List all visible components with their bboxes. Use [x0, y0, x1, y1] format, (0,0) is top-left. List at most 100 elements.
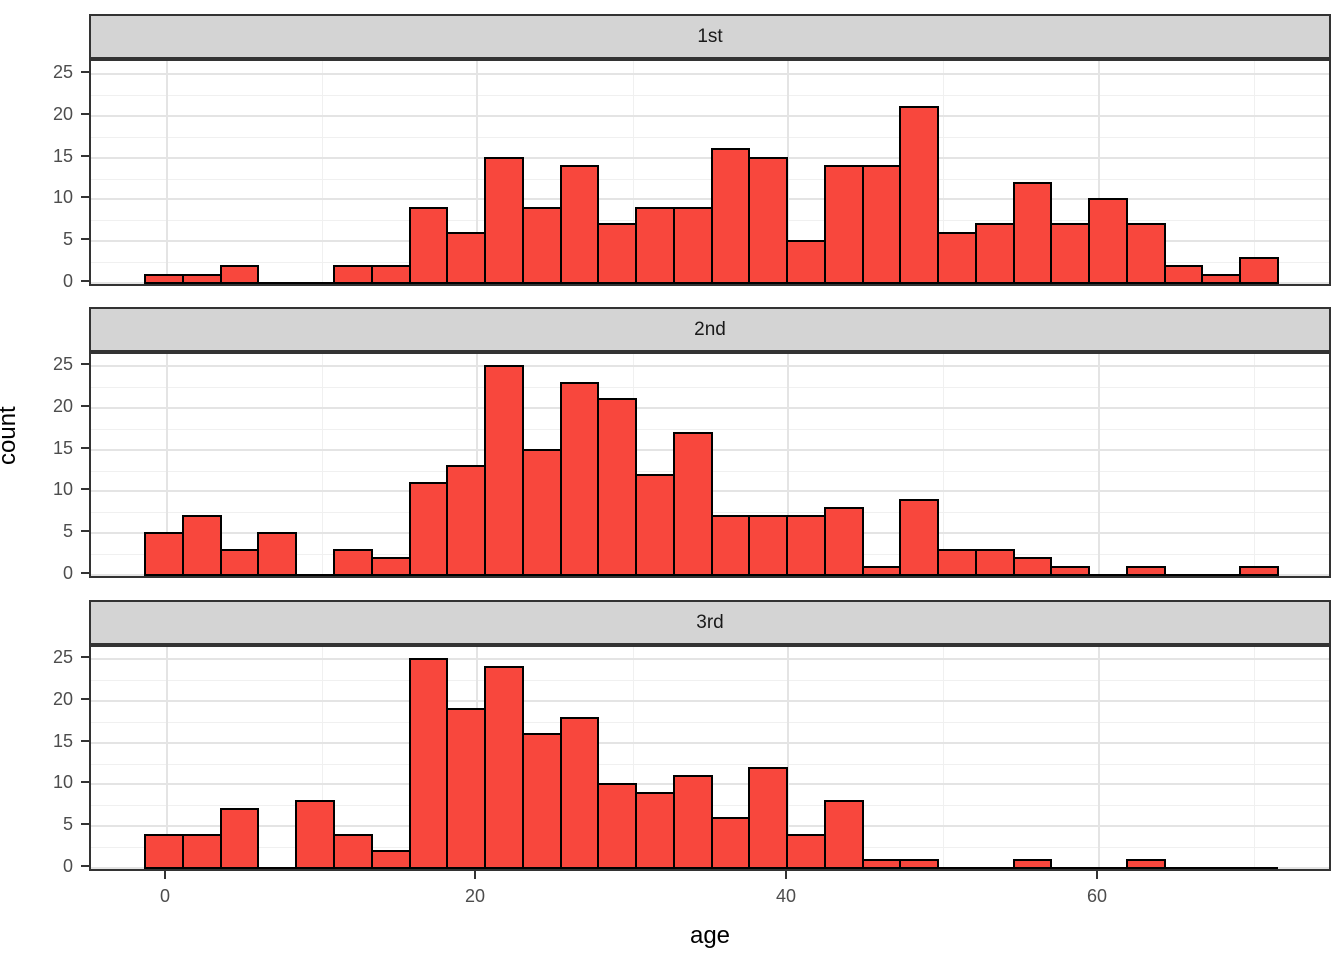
x-axis-tick [1096, 871, 1098, 879]
histogram-bar [446, 708, 486, 869]
y-axis-tick-label: 10 [52, 772, 73, 792]
histogram-bar [899, 106, 939, 284]
histogram-bar [786, 834, 826, 869]
histogram-bar [182, 834, 222, 869]
histogram-bar [484, 365, 524, 576]
histogram-bar [220, 549, 259, 576]
x-axis-title: age [689, 922, 731, 949]
histogram-bar [1126, 223, 1166, 284]
histogram-bar [1013, 182, 1052, 284]
gridline-y-minor [91, 429, 1329, 430]
y-axis-tick-label: 15 [52, 731, 73, 751]
histogram-bar [1050, 566, 1090, 576]
histogram-bar [673, 432, 713, 576]
histogram-bar [333, 834, 373, 869]
x-axis-tick [164, 871, 166, 879]
gridline-x-major [1098, 647, 1100, 869]
gridline-x-major [476, 61, 478, 284]
histogram-bar [635, 474, 675, 576]
y-axis-tick-label: 10 [52, 479, 73, 499]
gridline-y-major [91, 407, 1329, 409]
histogram-bar [597, 398, 637, 576]
histogram-bar [711, 148, 750, 284]
y-axis-tick-label: 25 [52, 354, 73, 374]
gridline-x-minor [943, 647, 944, 869]
gridline-y-major [91, 157, 1329, 159]
y-axis-tick [81, 865, 89, 867]
gridline-x-major [787, 647, 789, 869]
histogram-bar [182, 515, 222, 576]
histogram-bar [1201, 274, 1241, 284]
histogram-bar [220, 808, 259, 869]
x-axis-tick-label: 60 [1086, 886, 1108, 906]
facet-strip-label: 1st [697, 25, 723, 47]
histogram-bar [560, 382, 599, 576]
histogram-bar [1239, 257, 1279, 284]
histogram-bar [371, 557, 411, 576]
histogram-bar [786, 515, 826, 576]
y-axis-tick-label: 0 [62, 563, 73, 583]
gridline-y-major [91, 198, 1329, 200]
y-axis-tick [81, 71, 89, 73]
y-axis-tick [81, 781, 89, 783]
gridline-x-major [787, 61, 789, 284]
y-axis-tick [81, 656, 89, 658]
y-axis-tick [81, 447, 89, 449]
x-axis-tick-label: 20 [464, 886, 486, 906]
x-axis-tick-label: 0 [159, 886, 170, 906]
y-axis-tick [81, 196, 89, 198]
histogram-bar [1088, 198, 1128, 284]
histogram-bar [824, 800, 864, 869]
histogram-bar [1050, 223, 1090, 284]
histogram-bar [522, 207, 562, 284]
facet-strip-2nd: 2nd [89, 307, 1331, 352]
histogram-bar [1126, 566, 1166, 576]
gridline-y-major [91, 742, 1329, 744]
gridline-y-major [91, 115, 1329, 117]
gridline-y-minor [91, 764, 1329, 765]
gridline-y-minor [91, 722, 1329, 723]
y-axis-tick [81, 698, 89, 700]
histogram-bar [1013, 557, 1052, 576]
histogram-bar [182, 274, 222, 284]
histogram-bar [862, 165, 901, 284]
histogram-bar [862, 859, 901, 869]
facet-strip-label: 2nd [694, 318, 726, 340]
histogram-bar [446, 232, 486, 284]
histogram-bar [1013, 859, 1052, 869]
facet-strip-1st: 1st [89, 14, 1331, 59]
facet-strip-3rd: 3rd [89, 600, 1331, 645]
histogram-bar [824, 165, 864, 284]
y-axis-tick-label: 15 [52, 438, 73, 458]
gridline-x-minor [1254, 61, 1255, 284]
y-axis-title: count [0, 406, 21, 465]
gridline-x-minor [943, 354, 944, 576]
y-axis-tick-label: 25 [52, 62, 73, 82]
histogram-bar [711, 515, 750, 576]
y-axis-tick-label: 20 [52, 396, 73, 416]
histogram-bar [446, 465, 486, 576]
plot-panel-1st [89, 59, 1331, 286]
histogram-bar [937, 549, 977, 576]
histogram-bar [975, 549, 1015, 576]
histogram-bar [635, 207, 675, 284]
gridline-y-major [91, 73, 1329, 75]
plot-panel-3rd [89, 645, 1331, 871]
histogram-bar [144, 532, 184, 576]
gridline-x-major [166, 647, 168, 869]
y-axis-tick-label: 0 [62, 271, 73, 291]
histogram-bar [597, 223, 637, 284]
gridline-x-major [166, 61, 168, 284]
histogram-bar [899, 499, 939, 576]
gridline-y-major [91, 365, 1329, 367]
histogram-bar [484, 666, 524, 869]
gridline-x-minor [633, 647, 634, 869]
histogram-bar [144, 834, 184, 869]
histogram-bar [409, 207, 448, 284]
histogram-bar [295, 800, 335, 869]
histogram-bar [786, 240, 826, 284]
y-axis-tick-label: 5 [62, 229, 73, 249]
x-axis-tick [474, 871, 476, 879]
histogram-bar [1164, 265, 1203, 284]
histogram-bar [522, 733, 562, 869]
